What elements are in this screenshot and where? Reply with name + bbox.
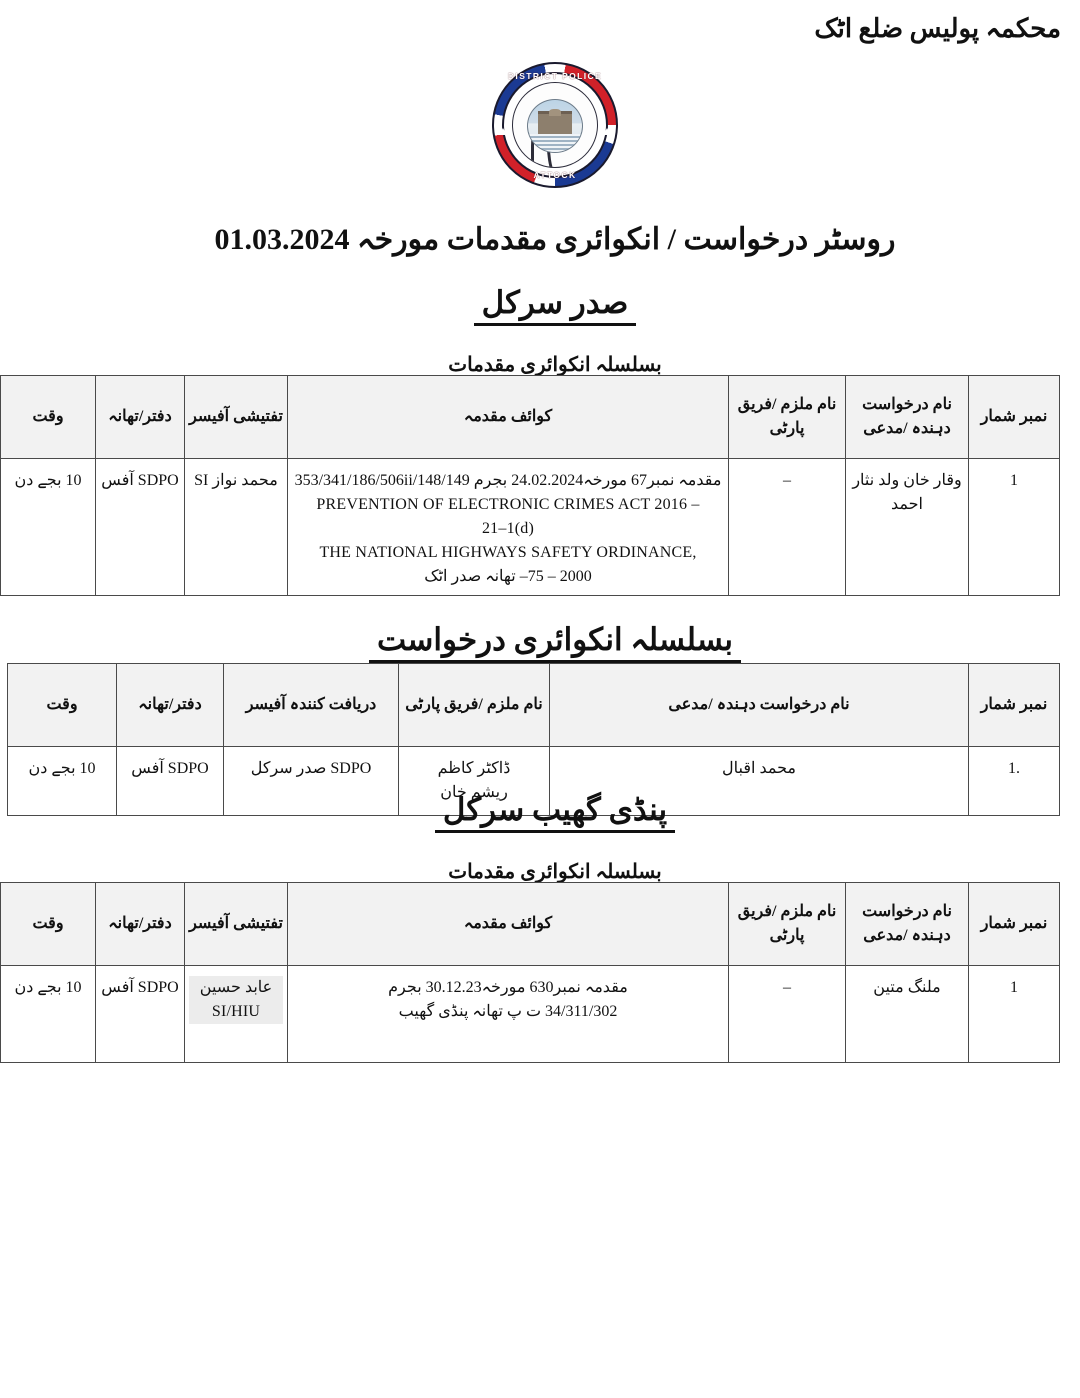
section-title-pindigheb: پنڈی گھیب سرکل (35, 792, 1045, 836)
table-sadar-cases: نمبر شمار نام درخواست دہندہ /مدعی نام مل… (0, 375, 1045, 596)
crest-container: DISTRICT POLICE ATTOCK (0, 62, 1080, 188)
section-title-sadar: صدر سرکل (35, 285, 1045, 329)
fort-scene-icon (512, 99, 568, 153)
case-line-2: PREVENTION OF ELECTRONIC CRIMES ACT 2016… (277, 493, 709, 517)
case-line-4: THE NATIONAL HIGHWAYS SAFETY ORDINANCE, (277, 541, 709, 565)
district-police-attock-logo-icon: DISTRICT POLICE ATTOCK (477, 62, 603, 188)
th-serial: نمبر شمار (954, 376, 1045, 459)
th-serial: نمبر شمار (954, 664, 1045, 747)
cell-time: 10 بجے دن (0, 966, 81, 1063)
th-office: دفتر/تھانہ (102, 664, 209, 747)
th-time: وقت (0, 664, 102, 747)
star-left-icon (484, 128, 492, 135)
cell-accused: – (714, 966, 831, 1063)
pindigheb-cases-subtitle: بسلسلہ انکوائری مقدمات (35, 859, 1045, 884)
cell-officer: عابد حسین SI/HIU (170, 966, 273, 1063)
table-header-row: نمبر شمار نام درخواست دہندہ /مدعی نام مل… (0, 883, 1045, 966)
star-right-icon (588, 128, 596, 135)
cell-office: SDPO آفس (81, 966, 170, 1063)
table-row: 1 وقار خان ولد نثار احمد – مقدمہ نمبر67 … (0, 459, 1045, 596)
enquiry-application-subtitle: بسلسلہ انکوائری درخواست (354, 622, 726, 663)
subtitle-enquiry-application: بسلسلہ انکوائری درخواست (35, 622, 1045, 666)
th-time: وقت (0, 376, 81, 459)
table-sadar-cases-container: نمبر شمار نام درخواست دہندہ /مدعی نام مل… (35, 375, 1045, 596)
cell-applicant: ملنگ متین (831, 966, 954, 1063)
th-case: کوائف مقدمہ (273, 376, 714, 459)
department-header: محکمہ پولیس ضلع اٹک (799, 14, 1046, 44)
case-line-2: 34/311/302 ت پ تھانہ پنڈی گھیب (277, 1000, 709, 1024)
th-office: دفتر/تھانہ (81, 376, 170, 459)
cell-accused: – (714, 459, 831, 596)
th-accused: نام ملزم /فریق پارٹی (714, 883, 831, 966)
th-serial: نمبر شمار (954, 883, 1045, 966)
table-row: 1 ملنگ متین – مقدمہ نمبر630 مورخہ30.12.2… (0, 966, 1045, 1063)
th-officer: تفتیشی آفیسر (170, 376, 273, 459)
th-time: وقت (0, 883, 81, 966)
pindigheb-circle-label: پنڈی گھیب سرکل (420, 792, 660, 833)
cell-officer: محمد نواز SI (170, 459, 273, 596)
cell-serial: 1 (954, 459, 1045, 596)
th-office: دفتر/تھانہ (81, 883, 170, 966)
cell-applicant: وقار خان ولد نثار احمد (831, 459, 954, 596)
crest-bottom-text: ATTOCK (477, 170, 603, 180)
table-header-row: نمبر شمار نام درخواست دہندہ /مدعی نام مل… (0, 376, 1045, 459)
document-title: روسٹر درخواست / انکوائری مقدمات مورخہ 01… (0, 222, 1080, 257)
th-applicant: نام درخواست دہندہ /مدعی (831, 376, 954, 459)
table-pindigheb-cases: نمبر شمار نام درخواست دہندہ /مدعی نام مل… (0, 882, 1045, 1063)
officer-line-1: عابد حسین (174, 976, 268, 1000)
officer-line-2: SI/HIU (174, 1000, 268, 1024)
cell-case-details: مقدمہ نمبر67 مورخہ24.02.2024 بجرم 353/34… (273, 459, 714, 596)
th-case: کوائف مقدمہ (273, 883, 714, 966)
th-applicant: نام درخواست دہندہ /مدعی (535, 664, 954, 747)
table-header-row: نمبر شمار نام درخواست دہندہ /مدعی نام مل… (0, 664, 1045, 747)
attock-fort-icon (523, 111, 558, 136)
cell-serial: 1 (954, 966, 1045, 1063)
crest-disc (497, 82, 583, 168)
th-accused: نام ملزم /فریق پارٹی (714, 376, 831, 459)
th-applicant: نام درخواست دہندہ /مدعی (831, 883, 954, 966)
th-officer: تفتیشی آفیسر (170, 883, 273, 966)
th-officer: دریافت کنندہ آفیسر (209, 664, 384, 747)
sadar-circle-label: صدر سرکل (459, 285, 622, 326)
case-line-5: 2000 – 75– تھانہ صدر اٹک (277, 565, 709, 589)
th-accused: نام ملزم /فریق پارٹی (384, 664, 535, 747)
case-line-3: 21–1(d) (277, 517, 709, 541)
crest-top-text: DISTRICT POLICE (477, 71, 603, 81)
cell-office: SDPO آفس (81, 459, 170, 596)
sadar-cases-subtitle: بسلسلہ انکوائری مقدمات (35, 352, 1045, 377)
accused-line-1: ڈاکٹر کاظم (388, 757, 530, 781)
cell-case-details: مقدمہ نمبر630 مورخہ30.12.23 بجرم 34/311/… (273, 966, 714, 1063)
cell-time: 10 بجے دن (0, 459, 81, 596)
river-icon (513, 134, 567, 152)
document-page: محکمہ پولیس ضلع اٹک DISTRICT POLICE ATTO… (0, 0, 1080, 1398)
table-pindigheb-cases-container: نمبر شمار نام درخواست دہندہ /مدعی نام مل… (35, 882, 1045, 1063)
case-line-1: مقدمہ نمبر630 مورخہ30.12.23 بجرم (277, 976, 709, 1000)
case-line-1: مقدمہ نمبر67 مورخہ24.02.2024 بجرم 353/34… (277, 469, 709, 493)
